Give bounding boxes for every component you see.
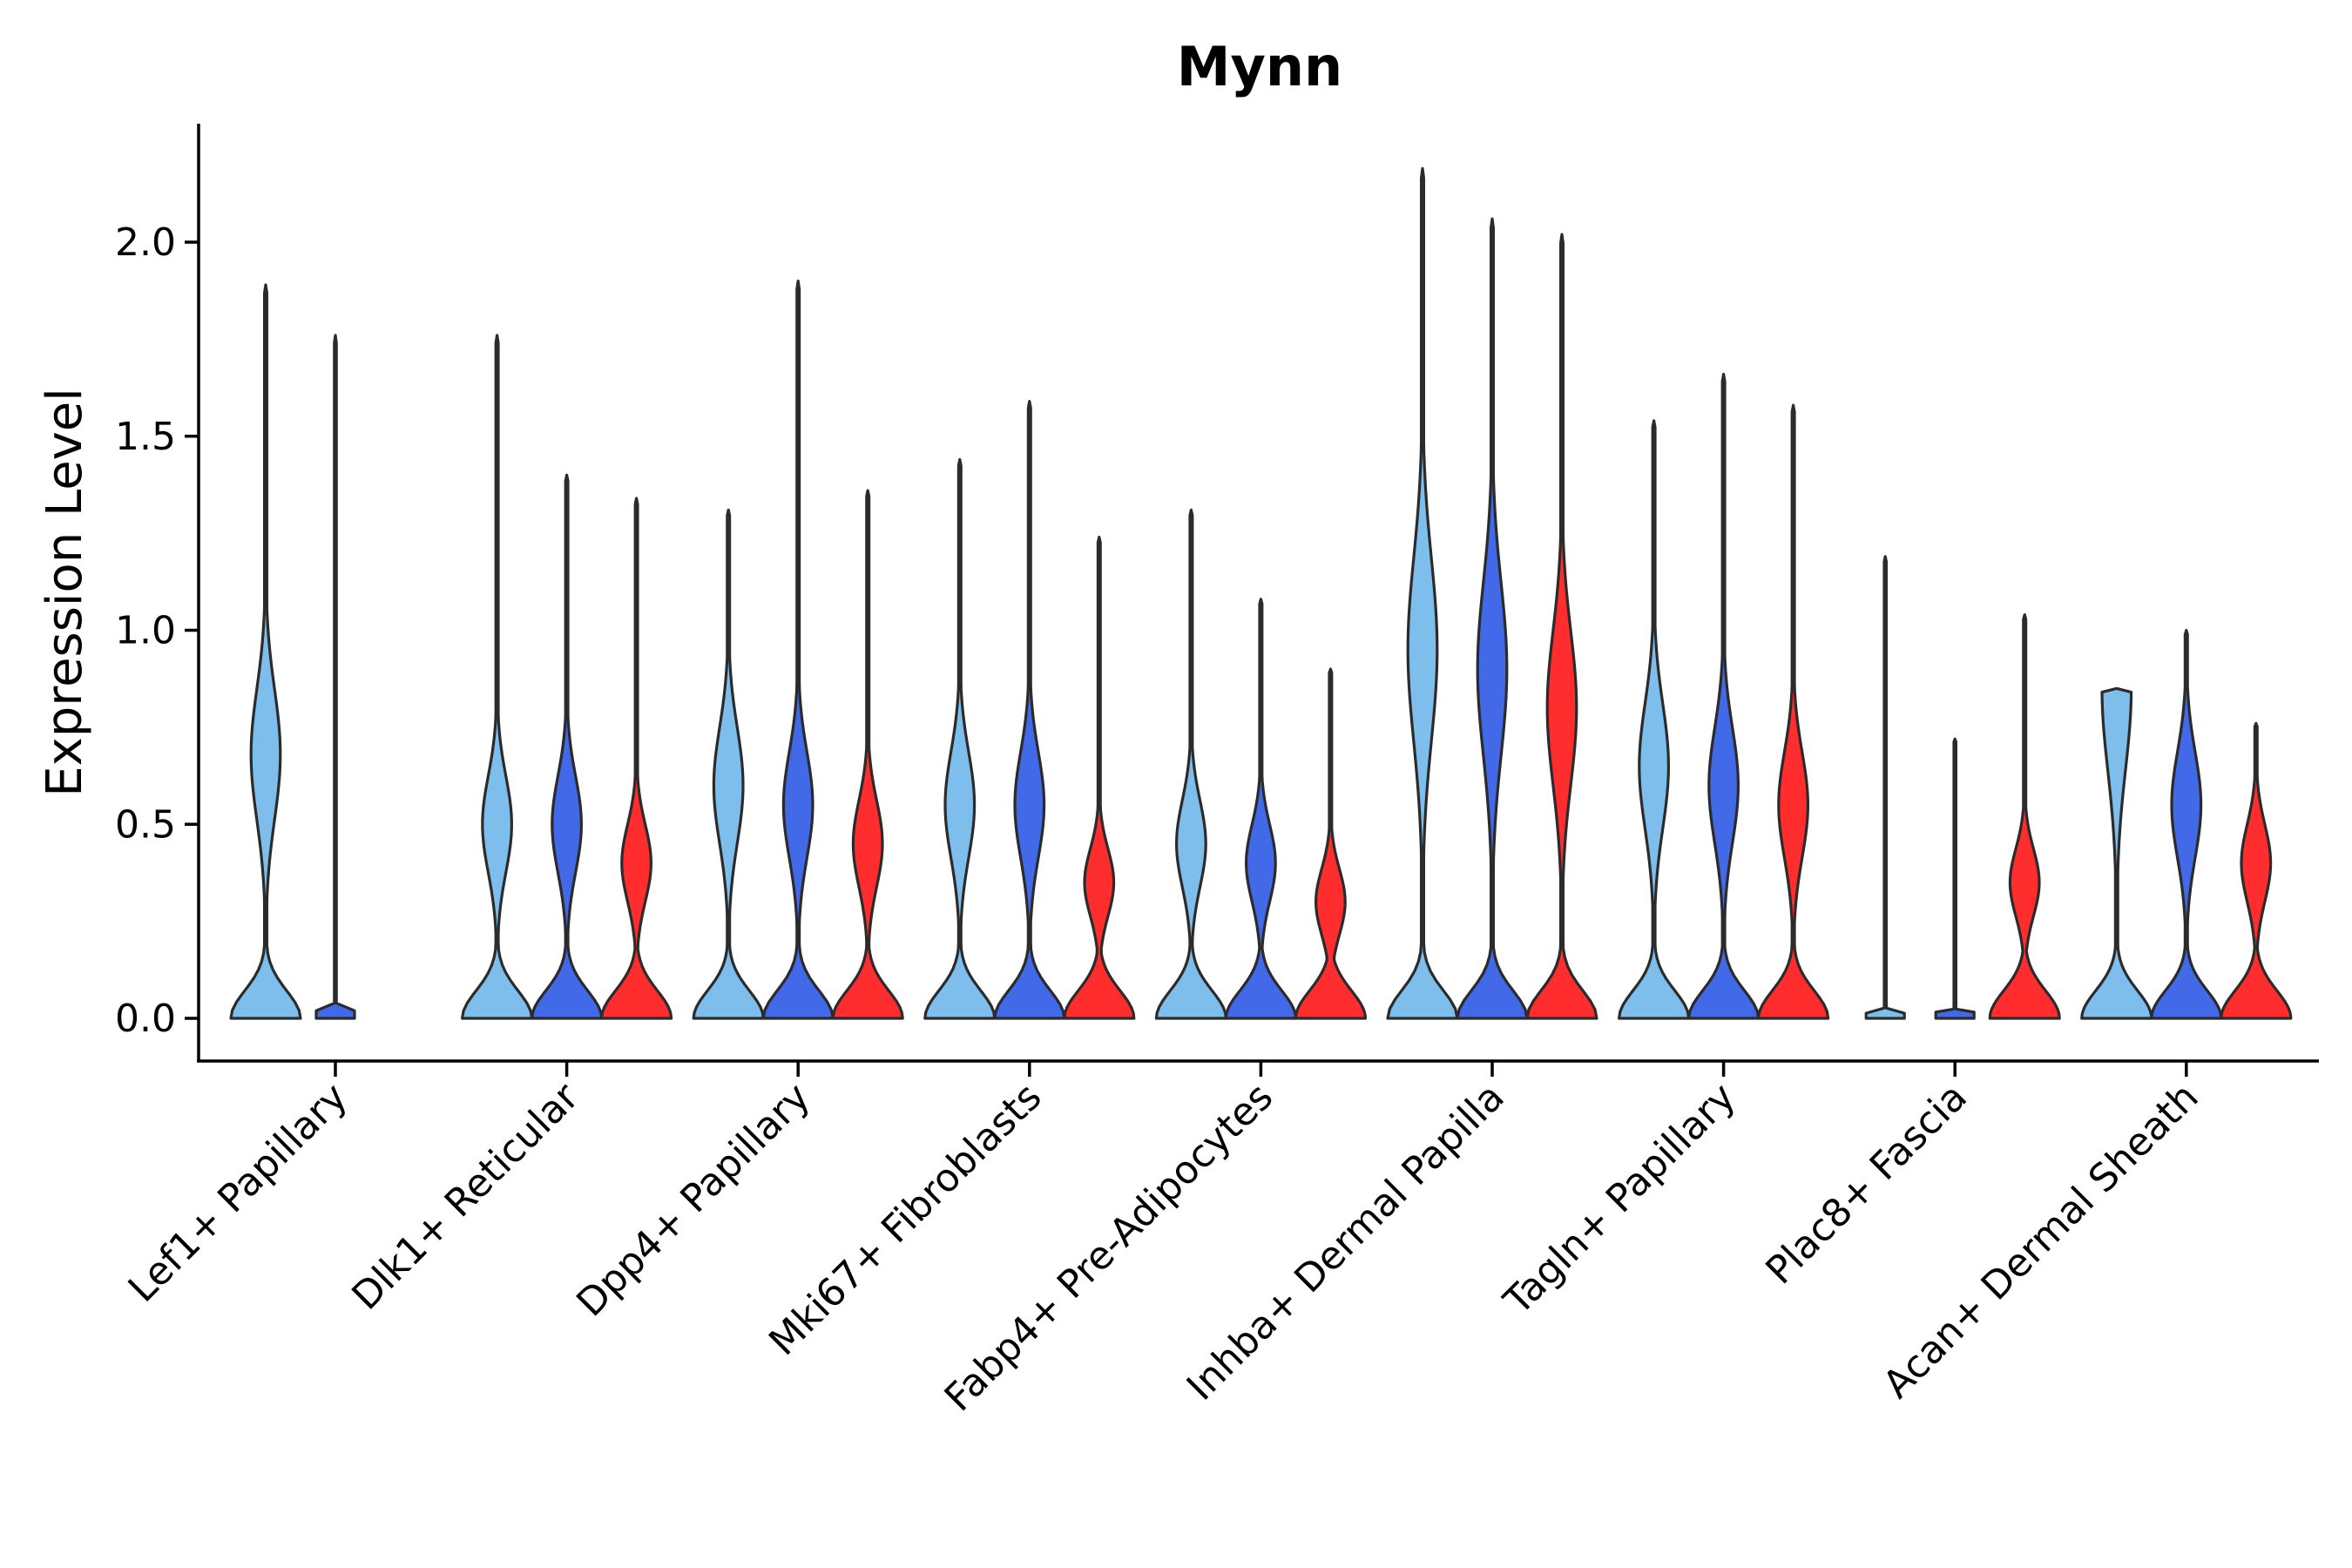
chart-title: Mynn bbox=[1177, 35, 1342, 98]
violin-3-5 bbox=[1525, 233, 1598, 1020]
violin-3-7 bbox=[1988, 613, 2061, 1020]
y-tick-label: 2.0 bbox=[115, 220, 176, 265]
y-axis-label: Expression Level bbox=[37, 388, 93, 797]
violin-2-0 bbox=[314, 334, 356, 1020]
violin-3-3 bbox=[1063, 535, 1136, 1020]
violin-3-6 bbox=[1757, 403, 1830, 1020]
violin-1-0 bbox=[229, 283, 302, 1020]
violin-3-4 bbox=[1294, 667, 1367, 1020]
violin-1-8 bbox=[2080, 686, 2153, 1020]
violin-2-4 bbox=[1224, 598, 1297, 1020]
violin-2-6 bbox=[1687, 372, 1761, 1020]
violin-2-8 bbox=[2150, 628, 2223, 1020]
violin-2-5 bbox=[1456, 217, 1529, 1020]
violin-2-1 bbox=[531, 473, 604, 1020]
violin-1-3 bbox=[923, 457, 997, 1020]
x-tick-label: Plac8+ Fascia bbox=[1757, 1075, 1976, 1294]
violin-1-2 bbox=[692, 508, 765, 1020]
x-tick-label: Dlk1+ Reticular bbox=[343, 1074, 588, 1319]
violin-3-8 bbox=[2220, 721, 2293, 1020]
violin-3-1 bbox=[600, 497, 673, 1020]
y-ticks: 0.0 0.5 1.0 1.5 2.0 bbox=[115, 220, 199, 1041]
y-tick-label: 0.5 bbox=[115, 802, 176, 847]
violin-1-6 bbox=[1618, 419, 1691, 1020]
violin-2-2 bbox=[761, 279, 835, 1020]
y-tick-label: 0.0 bbox=[115, 997, 176, 1041]
violin-1-7 bbox=[1864, 555, 1906, 1020]
violin-group bbox=[229, 166, 2293, 1020]
axes bbox=[197, 124, 2319, 1063]
violin-1-1 bbox=[461, 334, 534, 1020]
x-tick-label: Tagln+ Papillary bbox=[1495, 1075, 1744, 1324]
violin-2-3 bbox=[993, 400, 1066, 1020]
y-tick-label: 1.5 bbox=[115, 415, 176, 459]
violin-2-7 bbox=[1934, 737, 1976, 1020]
x-tick-label: Dpp4+ Papillary bbox=[568, 1075, 819, 1326]
x-tick-label: Lef1+ Papillary bbox=[120, 1075, 356, 1311]
violin-1-5 bbox=[1386, 166, 1459, 1020]
violin-3-2 bbox=[831, 489, 904, 1020]
y-tick-label: 1.0 bbox=[115, 609, 176, 653]
violin-1-4 bbox=[1154, 508, 1227, 1020]
